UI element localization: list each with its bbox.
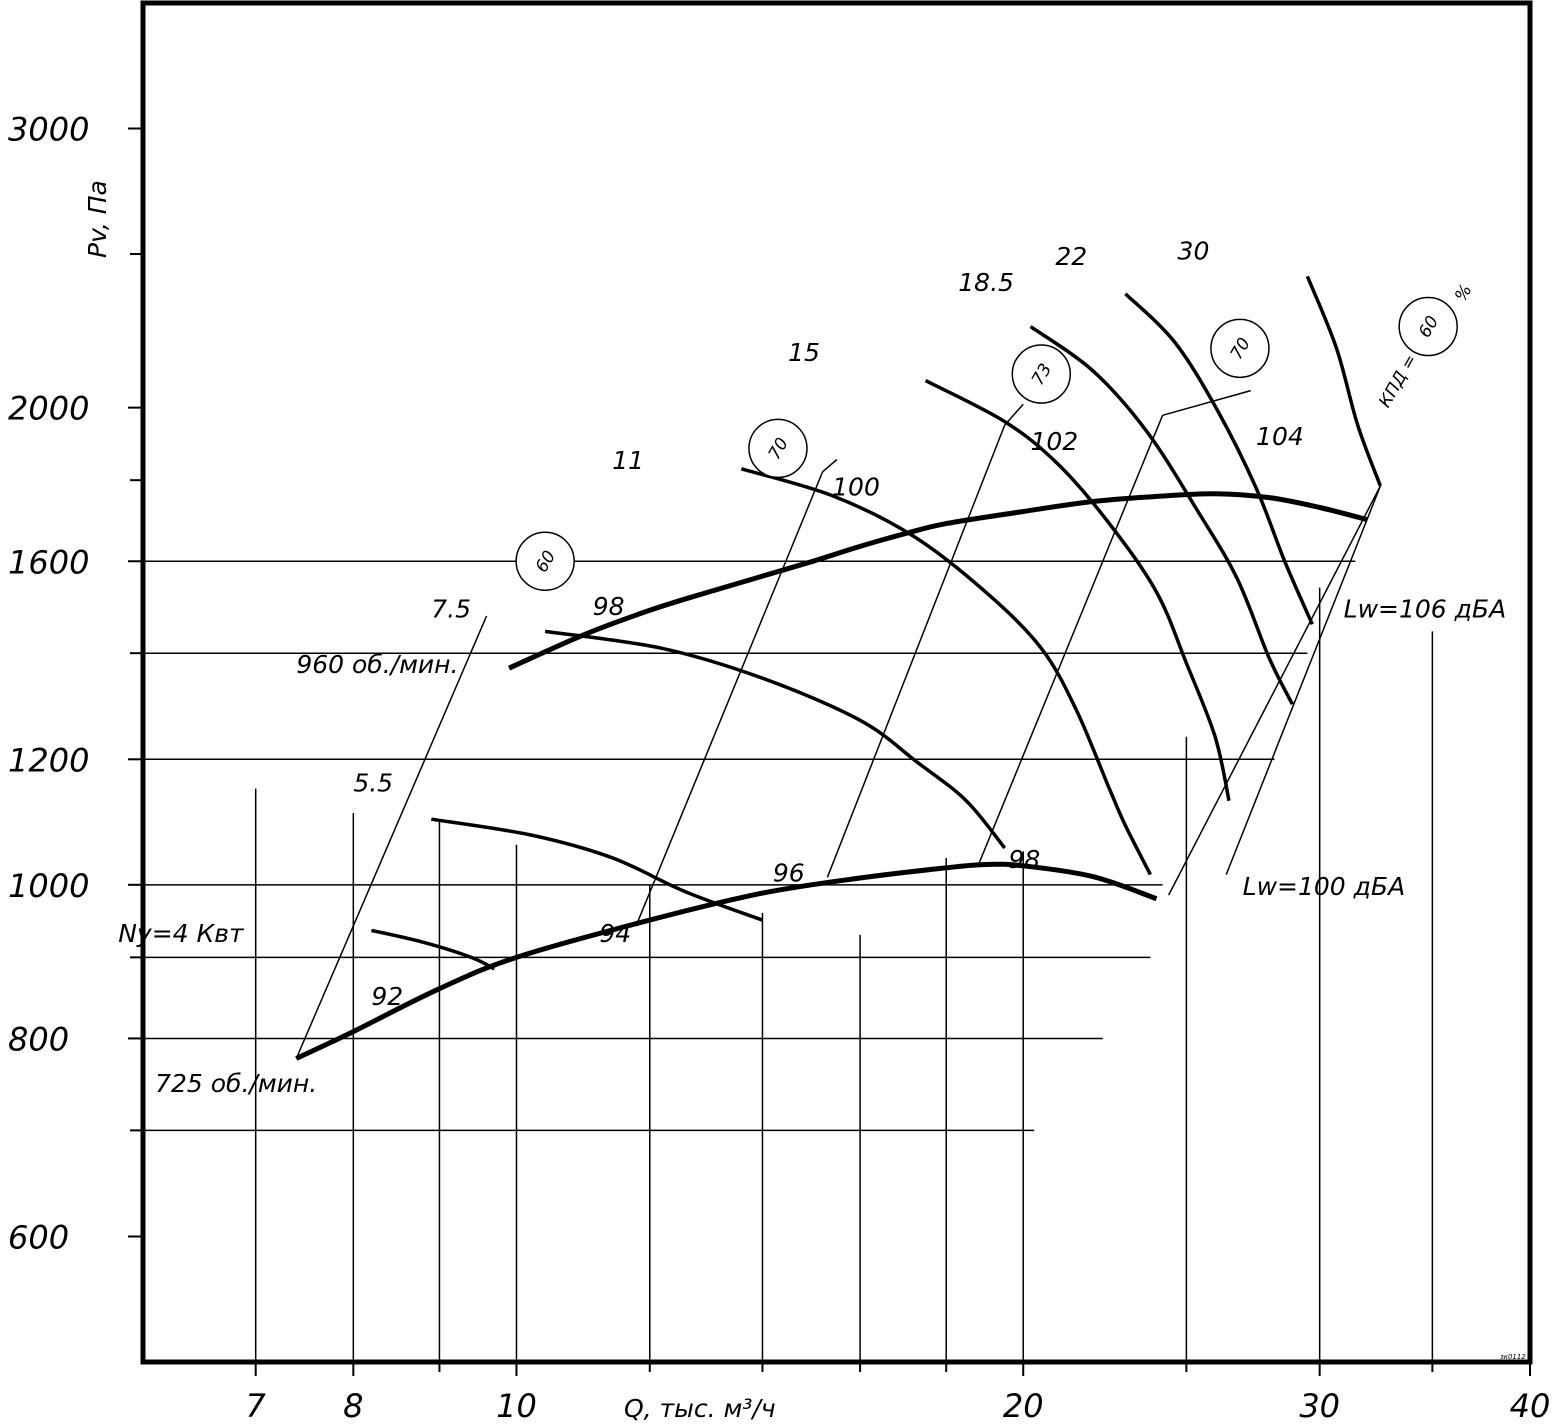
axis-ticks: 600 800 1000 1200 1600 2000 3000 7 8 10 20 30 40 — [8, 111, 1550, 1425]
efficiency-mark: 60 — [1398, 296, 1458, 357]
noise-line-98 — [977, 415, 1164, 867]
noise-label: 98 — [1008, 845, 1040, 874]
speed-curve-label: 960 об./мин. — [296, 650, 458, 679]
noise-limit-line — [1167, 485, 1382, 896]
plot-frame — [140, 0, 1533, 1365]
x-tick-label: 10 — [496, 1387, 537, 1425]
power-curve-30 — [1305, 275, 1383, 487]
efficiency-circle — [1210, 318, 1270, 379]
x-tick-label: 20 — [1003, 1387, 1044, 1425]
power-curve-label: 22 — [1055, 242, 1087, 271]
y-tick-label: 3000 — [8, 111, 89, 149]
y-tick-label: 800 — [8, 1020, 69, 1058]
y-tick-label: 1000 — [8, 867, 89, 905]
power-curve-label: 11 — [612, 446, 644, 475]
noise-line-96 — [826, 424, 1006, 878]
x-tick-label: 7 — [246, 1387, 267, 1425]
noise-label: 94 — [599, 919, 631, 948]
noise-line-94 — [636, 471, 824, 923]
curves — [295, 275, 1383, 1061]
y-axis-label: Pv, Па — [83, 180, 112, 258]
noise-line-92 — [295, 615, 488, 1059]
power-curve-label: 18.5 — [958, 268, 1014, 297]
noise-line-extension — [1225, 485, 1382, 875]
power-curve-4 — [371, 928, 496, 971]
power-curve-label: 5.5 — [353, 769, 393, 798]
efficiency-mark: 60 — [515, 531, 575, 592]
noise-label: 92 — [371, 982, 403, 1011]
speed-curve — [295, 861, 1158, 1061]
noise-label: 100 — [832, 473, 880, 502]
x-axis-label: Q, тыс. м³/ч — [624, 1394, 776, 1423]
power-curve-label: 15 — [788, 338, 820, 367]
power-curve-22 — [1124, 292, 1314, 626]
efficiency-circle — [1011, 344, 1072, 404]
x-tick-label: 8 — [343, 1387, 363, 1425]
power-curve-label: 30 — [1178, 237, 1210, 266]
noise-label: 104 — [1256, 422, 1304, 451]
speed-curve-label: 725 об./мин. — [155, 1069, 317, 1098]
efficiency-circle — [515, 531, 575, 592]
noise-label: 102 — [1031, 427, 1079, 456]
y-tick-label: 1200 — [8, 741, 89, 779]
grid-lines — [143, 560, 1434, 1362]
speed-curve — [508, 491, 1368, 671]
y-tick-label: 1600 — [8, 543, 89, 581]
corner-note: зк0112 — [1500, 1353, 1526, 1361]
y-tick-label: 600 — [8, 1218, 69, 1256]
efficiency-prefix: КПД = — [1375, 351, 1421, 411]
power-curve-label: Ny=4 Квт — [118, 919, 245, 948]
power-curve-11 — [740, 467, 1152, 876]
power-curve-15 — [924, 379, 1231, 802]
efficiency-circle — [1398, 296, 1458, 357]
power-curve-5.5 — [431, 817, 764, 922]
efficiency-mark: 70 — [1210, 318, 1270, 379]
y-tick-label: 2000 — [8, 390, 89, 428]
efficiency-unit: % — [1451, 281, 1476, 305]
power-curve-label: 7.5 — [431, 594, 471, 623]
efficiency-mark: 70 — [748, 418, 808, 479]
x-tick-label: 40 — [1510, 1387, 1551, 1425]
efficiency-circle — [748, 418, 808, 479]
noise-line-extension — [822, 458, 838, 473]
noise-line-extension — [1162, 389, 1251, 417]
noise-limit-label: Lw=100 дБА — [1243, 872, 1406, 901]
power-curve-7.5 — [544, 629, 1007, 850]
efficiency-mark: 73 — [1011, 344, 1072, 404]
noise-limit-label: Lw=106 дБА — [1344, 594, 1507, 623]
x-tick-label: 30 — [1299, 1387, 1340, 1425]
noise-label: 98 — [593, 592, 625, 621]
labels: 960 об./мин. 725 об./мин. Ny=4 Квт 5.5 7.5 11… — [118, 237, 1506, 1099]
noise-label: 96 — [773, 858, 805, 887]
power-curve-18.5 — [1029, 325, 1294, 705]
